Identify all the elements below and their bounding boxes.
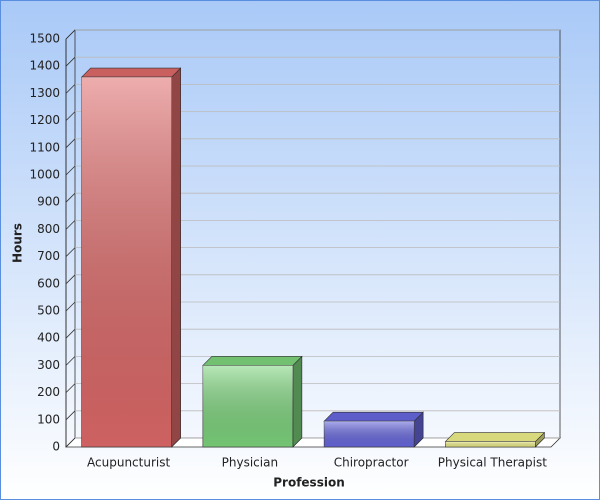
- y-tick-label: 1200: [29, 113, 60, 127]
- grid-stub: [65, 111, 76, 121]
- y-tick-label: 500: [37, 304, 60, 318]
- bar-top: [444, 432, 546, 442]
- grid-stub: [65, 247, 76, 257]
- x-tick-label: Physician: [222, 456, 278, 470]
- y-tick-label: 0: [52, 440, 60, 454]
- y-tick-label: 100: [37, 412, 60, 426]
- y-tick-label: 300: [37, 358, 60, 372]
- grid-stub: [65, 192, 76, 203]
- grid-stub: [65, 56, 76, 67]
- grid-stub: [65, 301, 76, 312]
- bar-top: [202, 356, 303, 366]
- grid-stub: [65, 29, 76, 40]
- grid-stub: [65, 437, 76, 448]
- y-axis-title: Hours: [11, 223, 25, 263]
- y-tick-label: 1100: [29, 140, 60, 154]
- y-tick-label: 700: [37, 249, 60, 263]
- y-tick-label: 900: [37, 195, 60, 209]
- x-axis-title: Profession: [273, 476, 345, 490]
- y-tick-label: 1400: [29, 59, 60, 73]
- grid-stub: [65, 410, 76, 421]
- bar: [81, 76, 172, 448]
- grid-stub: [65, 328, 76, 339]
- grid-stub: [65, 138, 76, 149]
- x-tick-label: Physical Therapist: [438, 456, 547, 470]
- y-tick-label: 400: [37, 331, 60, 345]
- bar: [323, 420, 415, 448]
- bar-top: [80, 67, 182, 78]
- x-tick-label: Acupuncturist: [87, 456, 170, 470]
- bar: [202, 365, 294, 448]
- bar-side: [171, 67, 181, 448]
- y-tick-label: 1500: [29, 32, 60, 46]
- bar: [445, 441, 536, 448]
- grid-stub: [65, 383, 76, 393]
- bar-top: [323, 411, 424, 422]
- grid-stub: [65, 165, 76, 176]
- grid-stub: [65, 84, 76, 94]
- y-tick-label: 800: [37, 222, 60, 236]
- grid-stub: [65, 274, 76, 285]
- y-tick-label: 1000: [29, 168, 60, 182]
- y-tick-label: 200: [37, 385, 60, 399]
- y-tick-label: 600: [37, 276, 60, 290]
- grid-stub: [65, 220, 76, 230]
- bar-side: [292, 355, 303, 448]
- x-tick-label: Chiropractor: [334, 456, 409, 470]
- y-tick-label: 1300: [29, 86, 60, 100]
- grid-stub: [65, 356, 76, 366]
